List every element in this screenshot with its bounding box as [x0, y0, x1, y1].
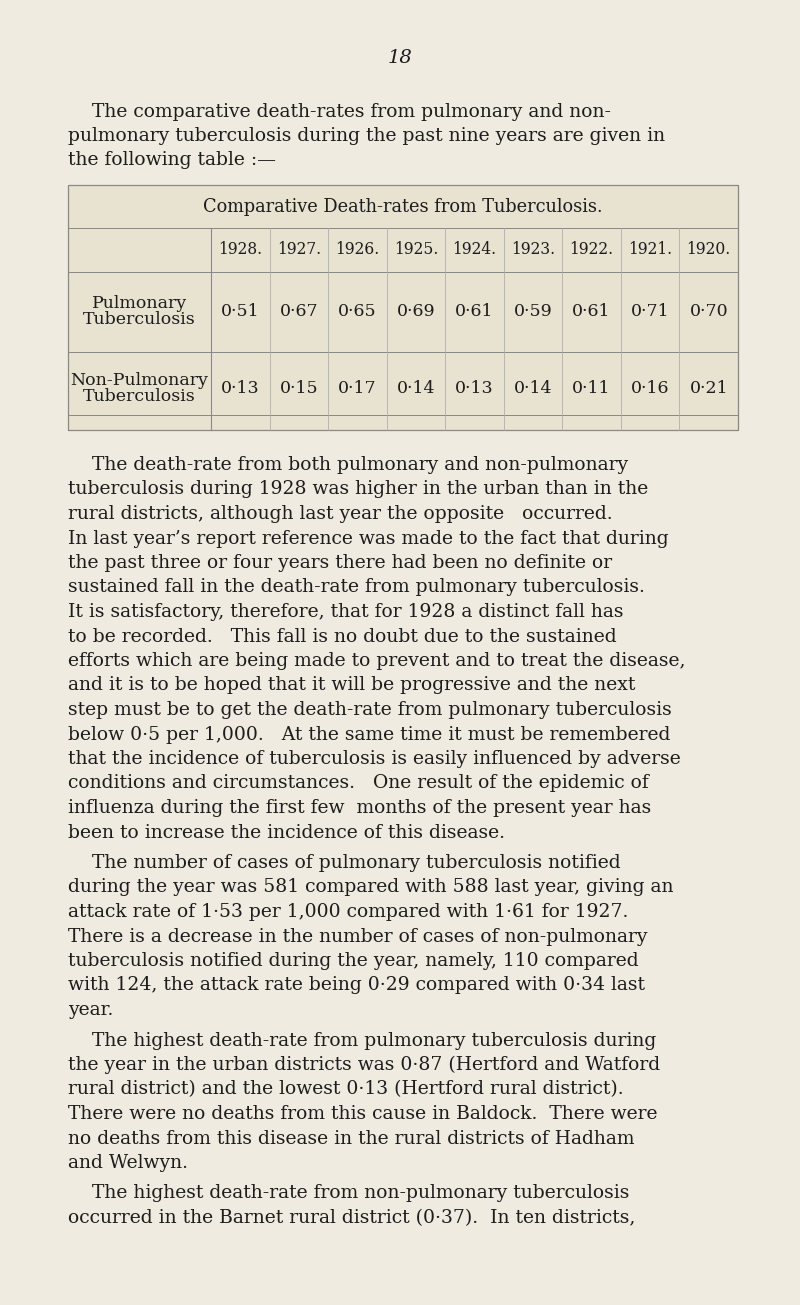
Text: 0·67: 0·67 — [279, 304, 318, 321]
Text: 0·13: 0·13 — [221, 380, 259, 397]
Text: 0·14: 0·14 — [397, 380, 435, 397]
Text: the following table :—: the following table :— — [68, 151, 276, 170]
Text: the year in the urban districts was 0·87 (Hertford and Watford: the year in the urban districts was 0·87… — [68, 1056, 660, 1074]
Text: 18: 18 — [388, 50, 412, 67]
Text: 1922.: 1922. — [570, 241, 614, 258]
Text: sustained fall in the death-rate from pulmonary tuberculosis.: sustained fall in the death-rate from pu… — [68, 578, 645, 596]
Text: 1926.: 1926. — [335, 241, 379, 258]
Text: There is a decrease in the number of cases of non-pulmonary: There is a decrease in the number of cas… — [68, 928, 647, 946]
Text: tuberculosis notified during the year, namely, 110 compared: tuberculosis notified during the year, n… — [68, 953, 638, 970]
Text: conditions and circumstances.   One result of the epidemic of: conditions and circumstances. One result… — [68, 774, 649, 792]
Text: step must be to get the death-rate from pulmonary tuberculosis: step must be to get the death-rate from … — [68, 701, 672, 719]
Text: no deaths from this disease in the rural districts of Hadham: no deaths from this disease in the rural… — [68, 1130, 634, 1147]
Text: rural district) and the lowest 0·13 (Hertford rural district).: rural district) and the lowest 0·13 (Her… — [68, 1081, 624, 1099]
Text: during the year was 581 compared with 588 last year, giving an: during the year was 581 compared with 58… — [68, 878, 674, 897]
Text: influenza during the first few  months of the present year has: influenza during the first few months of… — [68, 799, 651, 817]
Text: been to increase the incidence of this disease.: been to increase the incidence of this d… — [68, 823, 505, 842]
Text: occurred in the Barnet rural district (0·37).  In ten districts,: occurred in the Barnet rural district (0… — [68, 1208, 635, 1227]
Text: 0·13: 0·13 — [455, 380, 494, 397]
Text: The number of cases of pulmonary tuberculosis notified: The number of cases of pulmonary tubercu… — [68, 853, 621, 872]
Text: 0·61: 0·61 — [572, 304, 611, 321]
Text: The highest death-rate from non-pulmonary tuberculosis: The highest death-rate from non-pulmonar… — [68, 1185, 630, 1202]
Text: 0·65: 0·65 — [338, 304, 377, 321]
Text: efforts which are being made to prevent and to treat the disease,: efforts which are being made to prevent … — [68, 652, 686, 669]
Text: 0·59: 0·59 — [514, 304, 553, 321]
Text: attack rate of 1·53 per 1,000 compared with 1·61 for 1927.: attack rate of 1·53 per 1,000 compared w… — [68, 903, 628, 921]
Text: The highest death-rate from pulmonary tuberculosis during: The highest death-rate from pulmonary tu… — [68, 1031, 656, 1049]
Text: There were no deaths from this cause in Baldock.  There were: There were no deaths from this cause in … — [68, 1105, 658, 1124]
Bar — [68, 185, 738, 431]
Text: that the incidence of tuberculosis is easily influenced by adverse: that the incidence of tuberculosis is ea… — [68, 750, 681, 769]
Text: Non-Pulmonary: Non-Pulmonary — [70, 372, 209, 389]
Text: 0·15: 0·15 — [279, 380, 318, 397]
Text: 1921.: 1921. — [628, 241, 672, 258]
Text: 0·16: 0·16 — [631, 380, 670, 397]
Text: the past three or four years there had been no definite or: the past three or four years there had b… — [68, 555, 612, 572]
Text: 0·21: 0·21 — [690, 380, 728, 397]
Text: and Welwyn.: and Welwyn. — [68, 1154, 188, 1172]
Text: to be recorded.   This fall is no doubt due to the sustained: to be recorded. This fall is no doubt du… — [68, 628, 617, 646]
Text: 0·17: 0·17 — [338, 380, 377, 397]
Text: 0·70: 0·70 — [690, 304, 728, 321]
Text: 1925.: 1925. — [394, 241, 438, 258]
Text: 1927.: 1927. — [277, 241, 321, 258]
Text: 1923.: 1923. — [511, 241, 555, 258]
Text: 0·51: 0·51 — [221, 304, 259, 321]
Text: Tuberculosis: Tuberculosis — [83, 388, 196, 405]
Text: rural districts, although last year the opposite   occurred.: rural districts, although last year the … — [68, 505, 613, 523]
Text: 0·69: 0·69 — [397, 304, 435, 321]
Text: tuberculosis during 1928 was higher in the urban than in the: tuberculosis during 1928 was higher in t… — [68, 480, 648, 499]
Text: It is satisfactory, therefore, that for 1928 a distinct fall has: It is satisfactory, therefore, that for … — [68, 603, 623, 621]
Text: 0·71: 0·71 — [631, 304, 670, 321]
Text: 0·14: 0·14 — [514, 380, 552, 397]
Text: with 124, the attack rate being 0·29 compared with 0·34 last: with 124, the attack rate being 0·29 com… — [68, 976, 645, 994]
Text: year.: year. — [68, 1001, 114, 1019]
Text: 1928.: 1928. — [218, 241, 262, 258]
Text: The death-rate from both pulmonary and non-pulmonary: The death-rate from both pulmonary and n… — [68, 455, 628, 474]
Text: 1920.: 1920. — [686, 241, 731, 258]
Text: 1924.: 1924. — [453, 241, 497, 258]
Text: pulmonary tuberculosis during the past nine years are given in: pulmonary tuberculosis during the past n… — [68, 127, 665, 145]
Bar — [68, 185, 738, 228]
Text: and it is to be hoped that it will be progressive and the next: and it is to be hoped that it will be pr… — [68, 676, 635, 694]
Text: 0·61: 0·61 — [455, 304, 494, 321]
Text: 0·11: 0·11 — [572, 380, 611, 397]
Text: The comparative death-rates from pulmonary and non-: The comparative death-rates from pulmona… — [68, 103, 611, 121]
Text: Comparative Death-rates from Tuberculosis.: Comparative Death-rates from Tuberculosi… — [203, 197, 602, 215]
Text: Tuberculosis: Tuberculosis — [83, 312, 196, 329]
Text: below 0·5 per 1,000.   At the same time it must be remembered: below 0·5 per 1,000. At the same time it… — [68, 726, 670, 744]
Text: In last year’s report reference was made to the fact that during: In last year’s report reference was made… — [68, 530, 669, 548]
Text: Pulmonary: Pulmonary — [92, 295, 187, 312]
Bar — [68, 228, 738, 431]
